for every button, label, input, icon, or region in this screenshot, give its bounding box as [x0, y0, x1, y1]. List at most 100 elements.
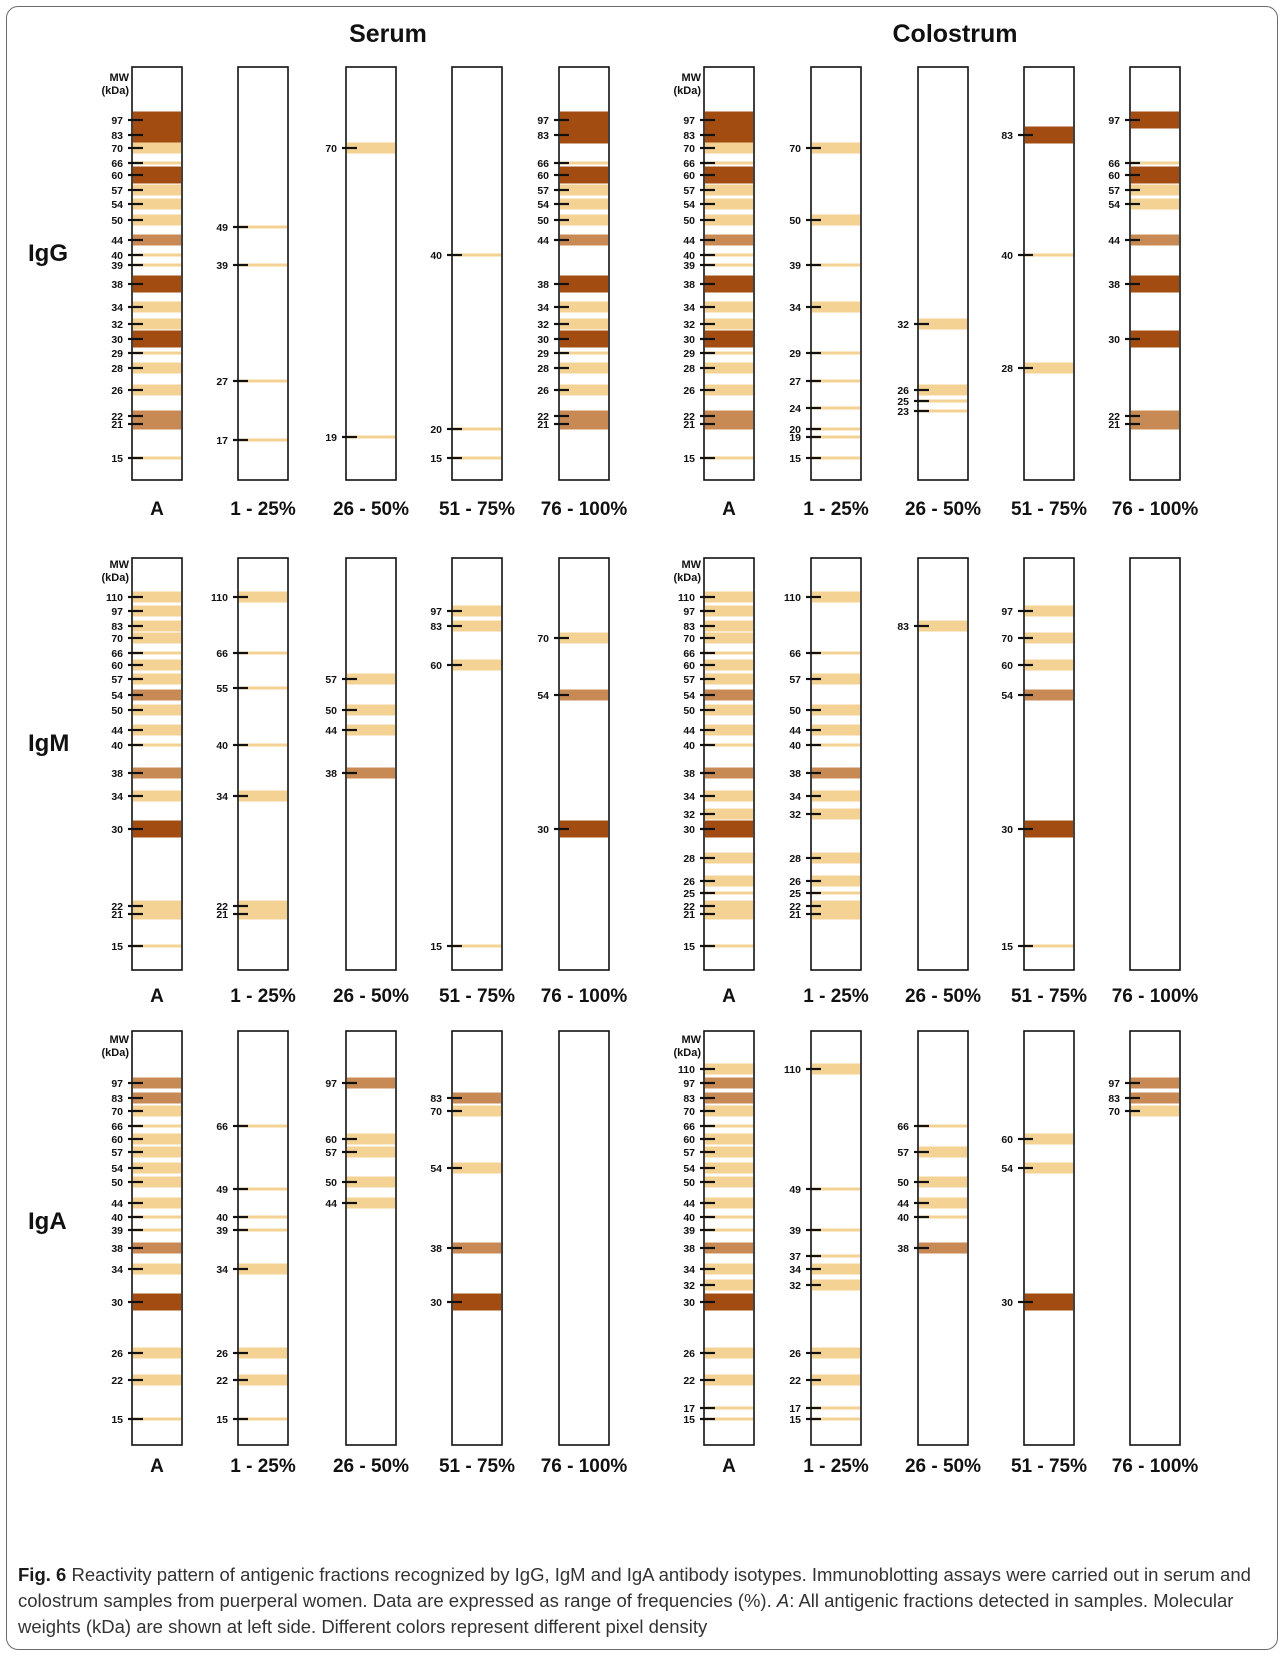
mw-label-serum-igg-lane5-29: 29 — [537, 348, 549, 360]
mw-label-colostrum-iga-lane5-70: 70 — [1108, 1106, 1120, 1118]
mw-label-colostrum-igm-lane1-70: 70 — [683, 633, 695, 645]
band-serum-iga-lane1-38kda — [133, 1242, 181, 1254]
mw-label-colostrum-igm-lane2-32: 32 — [789, 809, 801, 821]
lane-label-serum-igm-5: 76 - 100% — [541, 986, 628, 1007]
band-serum-igg-lane1-83kda — [133, 126, 181, 144]
band-colostrum-igm-lane2-22kda — [812, 900, 860, 912]
mw-label-colostrum-iga-lane1-39: 39 — [683, 1225, 695, 1237]
band-colostrum-iga-lane2-110kda — [812, 1063, 860, 1075]
strip-colostrum-igm-lane4 — [1023, 557, 1075, 971]
mw-label-serum-igm-lane1-38: 38 — [111, 768, 123, 780]
band-colostrum-igm-lane4-30kda — [1025, 820, 1073, 838]
isotype-label-igm: IgM — [28, 730, 70, 757]
mw-label-serum-iga-lane1-60: 60 — [111, 1134, 123, 1146]
band-colostrum-igg-lane1-39kda — [705, 263, 753, 267]
mw-label-serum-igm-lane2-110: 110 — [211, 592, 228, 604]
band-colostrum-iga-lane2-26kda — [812, 1347, 860, 1359]
mw-label-serum-igm-lane1-97: 97 — [111, 606, 123, 618]
mw-label-colostrum-igg-lane2-39: 39 — [789, 260, 801, 272]
mw-label-colostrum-igm-lane1-54: 54 — [683, 690, 695, 702]
lane-label-serum-igm-1: A — [150, 986, 164, 1007]
mw-label-serum-igg-lane1-83: 83 — [111, 130, 123, 142]
band-serum-iga-lane2-15kda — [239, 1417, 287, 1421]
mw-label-serum-igm-lane1-34: 34 — [111, 791, 123, 803]
band-serum-igg-lane5-54kda — [560, 198, 608, 210]
mw-label-serum-igm-lane1-22: 22 — [111, 901, 123, 913]
mw-label-serum-igm-lane2-34: 34 — [216, 791, 228, 803]
band-colostrum-igm-lane1-30kda — [705, 820, 753, 838]
mw-label-colostrum-igm-lane1-26: 26 — [683, 876, 695, 888]
lane-label-serum-iga-3: 26 - 50% — [333, 1456, 409, 1477]
mw-label-serum-igm-lane1-83: 83 — [111, 621, 123, 633]
mw-label-colostrum-igm-lane2-110: 110 — [784, 592, 801, 604]
mw-label-serum-igm-lane3-50: 50 — [325, 705, 337, 717]
band-serum-igm-lane1-22kda — [133, 900, 181, 912]
band-colostrum-igm-lane1-110kda — [705, 591, 753, 603]
mw-label-colostrum-igg-lane1-97: 97 — [683, 115, 695, 127]
band-serum-igm-lane3-44kda — [347, 724, 395, 736]
mw-label-colostrum-igg-lane2-20: 20 — [789, 424, 801, 436]
mw-label-colostrum-igg-lane4-83: 83 — [1001, 130, 1013, 142]
strip-serum-iga-lane5 — [558, 1030, 610, 1446]
mw-label-serum-igm-lane1-57: 57 — [111, 674, 123, 686]
band-serum-igg-lane2-49kda — [239, 225, 287, 229]
mw-label-serum-iga-lane3-57: 57 — [325, 1147, 337, 1159]
mw-label-serum-iga-lane3-50: 50 — [325, 1177, 337, 1189]
mw-label-colostrum-iga-lane1-54: 54 — [683, 1163, 695, 1175]
strip-serum-igm-lane5 — [558, 557, 610, 971]
mw-label-colostrum-igg-lane4-28: 28 — [1001, 363, 1013, 375]
band-colostrum-iga-lane1-70kda — [705, 1105, 753, 1117]
band-colostrum-iga-lane4-30kda — [1025, 1293, 1073, 1311]
mw-label-serum-iga-lane2-40: 40 — [216, 1212, 228, 1224]
lane-label-serum-igg-2: 1 - 25% — [230, 499, 296, 520]
band-colostrum-igg-lane2-24kda — [812, 406, 860, 410]
band-colostrum-igg-lane1-40kda — [705, 253, 753, 257]
mw-label-colostrum-iga-lane3-38: 38 — [897, 1243, 909, 1255]
band-colostrum-igm-lane1-22kda — [705, 900, 753, 912]
band-colostrum-igg-lane1-29kda — [705, 351, 753, 355]
strip-colostrum-iga-lane2 — [810, 1030, 862, 1446]
mw-label-colostrum-igg-lane5-54: 54 — [1108, 199, 1120, 211]
mw-label-serum-igm-lane2-22: 22 — [216, 901, 228, 913]
lane-label-serum-igg-3: 26 - 50% — [333, 499, 409, 520]
mw-label-serum-igg-lane2-39: 39 — [216, 260, 228, 272]
band-colostrum-iga-lane3-38kda — [919, 1242, 967, 1254]
strip-serum-igm-lane1 — [131, 557, 183, 971]
band-colostrum-igg-lane1-50kda — [705, 214, 753, 226]
mw-label-serum-igm-lane1-66: 66 — [111, 648, 123, 660]
mw-label-colostrum-igm-lane2-25: 25 — [789, 888, 801, 900]
mw-label-colostrum-igm-lane4-60: 60 — [1001, 660, 1013, 672]
mw-header-serum-igg-1: (kDa) — [101, 85, 129, 97]
band-serum-igg-lane1-66kda — [133, 161, 181, 165]
mw-header-colostrum-iga-0: MW — [681, 1034, 701, 1046]
band-serum-igg-lane2-27kda — [239, 379, 287, 383]
mw-label-colostrum-igg-lane2-19: 19 — [789, 432, 801, 444]
band-serum-iga-lane4-83kda — [453, 1092, 501, 1104]
lane-label-colostrum-igm-1: A — [722, 986, 736, 1007]
band-serum-iga-lane1-26kda — [133, 1347, 181, 1359]
band-serum-iga-lane3-44kda — [347, 1197, 395, 1209]
band-serum-igg-lane1-60kda — [133, 166, 181, 184]
band-serum-iga-lane3-60kda — [347, 1133, 395, 1145]
mw-label-serum-igg-lane3-19: 19 — [325, 432, 337, 444]
mw-header-serum-igm-0: MW — [109, 559, 129, 571]
band-colostrum-iga-lane2-39kda — [812, 1228, 860, 1232]
band-serum-igm-lane2-21kda — [239, 908, 287, 920]
band-colostrum-igg-lane2-15kda — [812, 456, 860, 460]
lane-label-colostrum-igm-3: 26 - 50% — [905, 986, 981, 1007]
mw-label-serum-igg-lane5-26: 26 — [537, 385, 549, 397]
mw-label-serum-iga-lane1-22: 22 — [111, 1375, 123, 1387]
band-serum-igm-lane2-34kda — [239, 790, 287, 802]
band-colostrum-igg-lane5-66kda — [1131, 161, 1179, 165]
lane-label-colostrum-iga-5: 76 - 100% — [1112, 1456, 1199, 1477]
band-colostrum-igg-lane4-28kda — [1025, 362, 1073, 374]
band-serum-iga-lane2-39kda — [239, 1228, 287, 1232]
band-colostrum-igm-lane2-21kda — [812, 908, 860, 920]
band-colostrum-iga-lane5-70kda — [1131, 1105, 1179, 1117]
mw-label-serum-iga-lane1-39: 39 — [111, 1225, 123, 1237]
band-colostrum-igg-lane2-20kda — [812, 427, 860, 431]
lane-label-serum-igg-1: A — [150, 499, 164, 520]
mw-label-colostrum-igg-lane1-70: 70 — [683, 143, 695, 155]
mw-label-colostrum-igm-lane1-38: 38 — [683, 768, 695, 780]
mw-label-serum-igm-lane2-66: 66 — [216, 648, 228, 660]
